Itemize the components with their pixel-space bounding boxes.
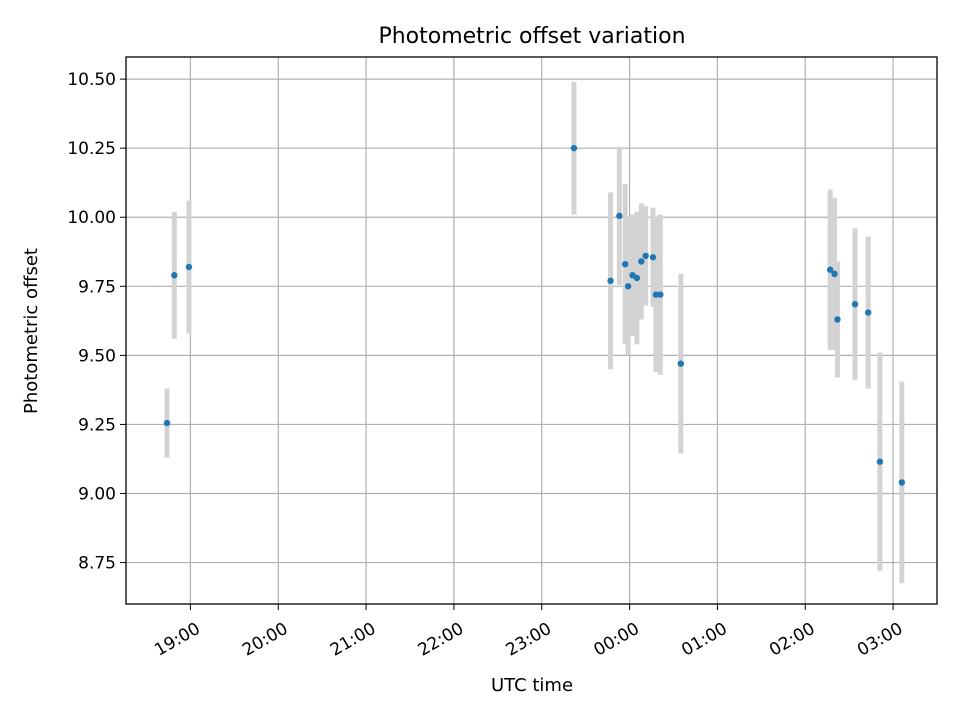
data-point bbox=[163, 419, 171, 427]
y-tick-label: 9.50 bbox=[78, 346, 116, 366]
x-tick-label: 23:00 bbox=[503, 619, 555, 661]
error-bars bbox=[164, 81, 905, 584]
x-tick-label: 19:00 bbox=[151, 619, 203, 661]
x-tick-label: 01:00 bbox=[678, 619, 730, 661]
data-point bbox=[607, 277, 614, 284]
data-point bbox=[633, 274, 641, 282]
grid-lines bbox=[126, 57, 937, 604]
data-point bbox=[638, 258, 645, 265]
data-point bbox=[677, 360, 685, 367]
plot-frame bbox=[125, 56, 938, 605]
y-tick-label: 9.25 bbox=[78, 415, 116, 435]
x-axis-label: UTC time bbox=[491, 675, 573, 696]
data-point bbox=[649, 254, 657, 261]
data-point bbox=[898, 479, 906, 486]
data-point bbox=[621, 260, 629, 268]
data-point bbox=[616, 212, 623, 220]
data-point bbox=[185, 263, 193, 271]
data-point bbox=[642, 252, 649, 260]
data-point bbox=[834, 316, 841, 323]
x-tick-label: 21:00 bbox=[327, 619, 379, 661]
x-tick-label: 22:00 bbox=[415, 619, 467, 661]
x-tick-label: 20:00 bbox=[239, 619, 291, 661]
y-tick-label: 10.00 bbox=[67, 208, 116, 228]
y-tick-label: 10.50 bbox=[67, 70, 116, 90]
data-points bbox=[163, 144, 906, 486]
data-point bbox=[657, 291, 664, 298]
x-tick-label: 02:00 bbox=[766, 619, 818, 661]
y-axis-label: Photometric offset bbox=[21, 248, 42, 414]
data-point bbox=[851, 301, 859, 308]
y-tick-label: 9.00 bbox=[78, 484, 116, 504]
data-point bbox=[652, 291, 660, 298]
y-tick-label: 10.25 bbox=[67, 139, 116, 159]
data-point bbox=[624, 283, 632, 290]
x-tick-label: 03:00 bbox=[854, 619, 906, 661]
y-tick-label: 8.75 bbox=[78, 554, 116, 574]
data-point bbox=[831, 270, 838, 278]
data-point bbox=[864, 309, 872, 316]
data-point bbox=[876, 458, 884, 465]
x-tick-label: 00:00 bbox=[590, 619, 642, 661]
data-point bbox=[570, 144, 578, 152]
chart-title: Photometric offset variation bbox=[378, 24, 685, 49]
data-point bbox=[171, 272, 178, 279]
axis-ticks: 19:00 20:00 21:00 22:00 23:00 00:00 01:00 02:00… bbox=[67, 70, 906, 661]
y-tick-label: 9.75 bbox=[78, 277, 116, 297]
data-point bbox=[826, 266, 834, 273]
